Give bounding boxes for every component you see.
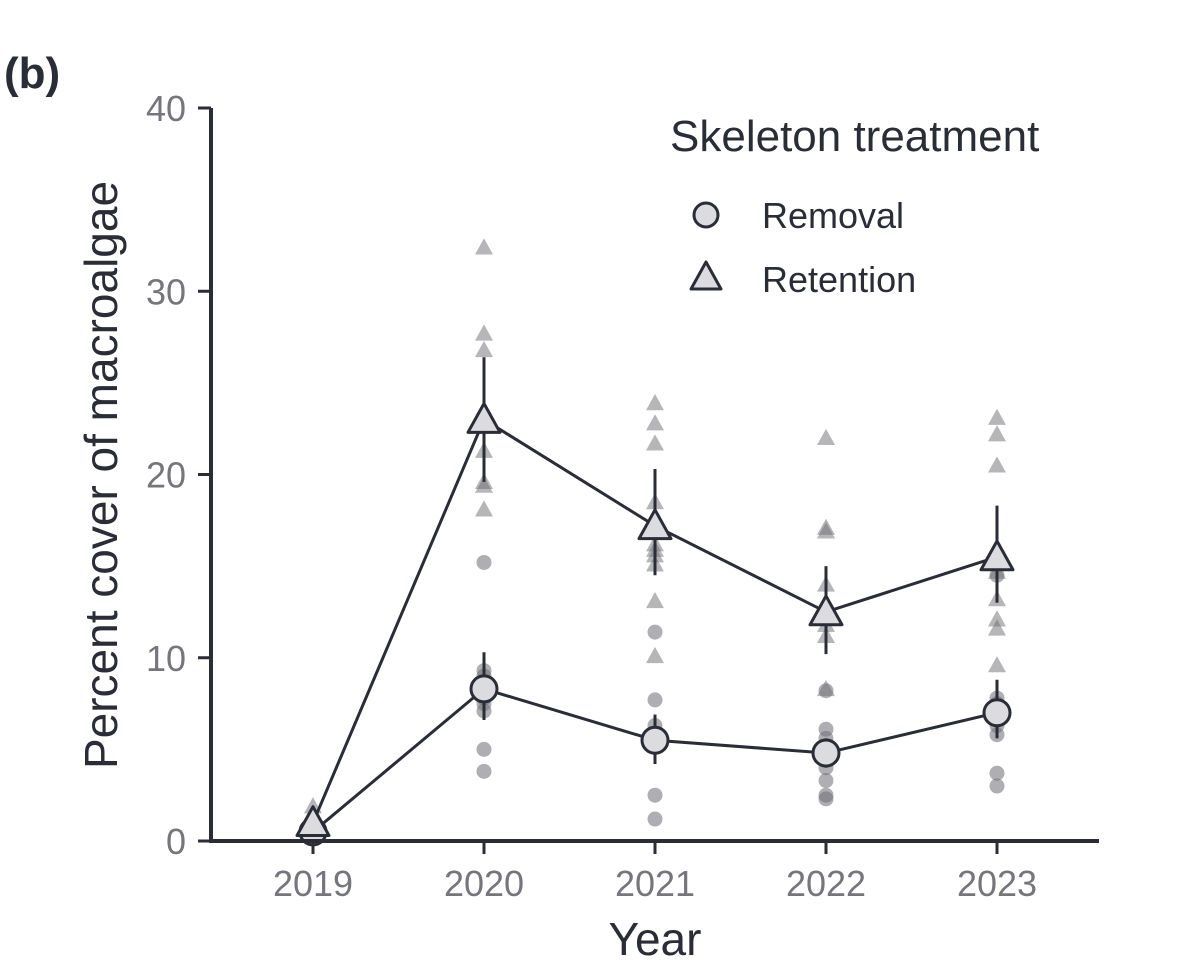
- y-tick-label: 40: [146, 88, 186, 129]
- retention-raw-point: [475, 238, 493, 255]
- y-tick-label: 10: [146, 638, 186, 679]
- x-tick-label: 2019: [273, 863, 353, 904]
- retention-raw-point: [988, 456, 1006, 473]
- x-tick-label: 2022: [786, 863, 866, 904]
- y-tick-label: 30: [146, 271, 186, 312]
- removal-raw-point: [989, 778, 1005, 794]
- x-tick-label: 2023: [957, 863, 1037, 904]
- removal-mean-point: [811, 738, 841, 768]
- retention-raw-point: [475, 324, 493, 341]
- retention-raw-point: [988, 610, 1006, 627]
- retention-raw-point: [475, 476, 493, 493]
- removal-mean-point: [469, 674, 499, 704]
- retention-raw-point: [988, 408, 1006, 425]
- removal-raw-point: [476, 741, 492, 757]
- retention-raw-point: [646, 591, 664, 609]
- retention-raw-point: [475, 500, 493, 517]
- legend: Skeleton treatment Removal Retention: [670, 112, 1039, 300]
- retention-raw-point: [646, 394, 664, 411]
- x-tick-label: 2020: [444, 863, 524, 904]
- retention-raw-point: [646, 434, 664, 451]
- retention-mean-point: [808, 594, 844, 627]
- retention-raw-point: [988, 425, 1006, 442]
- x-tick-label: 2021: [615, 863, 695, 904]
- legend-removal-label: Removal: [762, 195, 904, 236]
- removal-raw-point: [476, 763, 492, 779]
- retention-raw-point: [817, 679, 835, 697]
- y-ticks: 0 10 20 30 40: [146, 88, 211, 862]
- removal-mean-point: [640, 725, 670, 755]
- y-tick-label: 20: [146, 455, 186, 496]
- retention-mean-point: [979, 539, 1015, 572]
- panel-label: (b): [4, 49, 60, 98]
- removal-raw-point: [818, 773, 834, 789]
- retention-raw-point: [988, 619, 1006, 636]
- removal-raw-point: [647, 811, 663, 827]
- legend-retention-label: Retention: [762, 259, 916, 300]
- removal-mean-point: [982, 698, 1012, 728]
- retention-raw-point: [817, 522, 835, 539]
- x-axis-title: Year: [609, 913, 702, 965]
- retention-raw-point: [646, 414, 664, 431]
- legend-removal-marker: [692, 201, 720, 229]
- y-tick-label: 0: [166, 821, 186, 862]
- retention-mean-point: [466, 402, 502, 434]
- removal-raw-point: [989, 765, 1005, 781]
- retention-raw-point: [646, 646, 664, 664]
- removal-raw-point: [647, 624, 663, 640]
- retention-raw-point: [817, 428, 835, 446]
- legend-retention-marker: [689, 260, 723, 291]
- retention-raw-point: [475, 340, 493, 358]
- removal-raw-point: [647, 692, 663, 708]
- retention-mean-point: [295, 805, 331, 837]
- retention-mean-point: [637, 508, 673, 541]
- legend-title: Skeleton treatment: [670, 112, 1039, 161]
- y-axis-title: Percent cover of macroalgae: [75, 181, 127, 769]
- mean-markers-layer: [295, 402, 1015, 847]
- removal-raw-point: [818, 791, 834, 807]
- removal-raw-point: [476, 554, 492, 570]
- removal-raw-point: [647, 787, 663, 803]
- x-ticks: 2019 2020 2021 2022 2023: [273, 841, 1037, 904]
- retention-raw-point: [988, 656, 1006, 673]
